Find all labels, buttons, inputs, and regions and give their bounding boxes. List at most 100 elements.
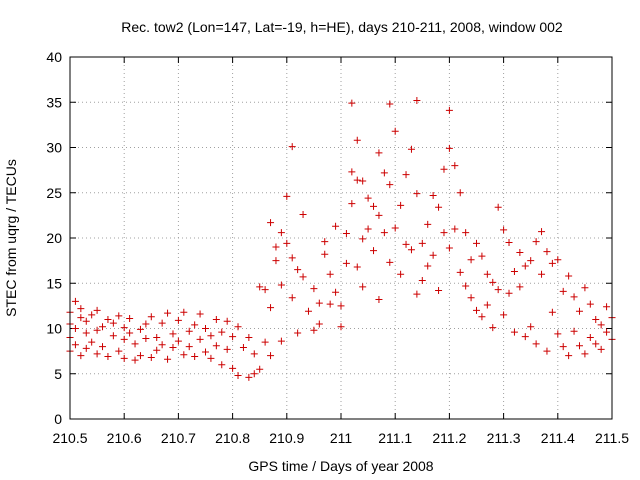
data-point [267,352,275,360]
data-point [391,127,399,135]
data-point [174,337,182,345]
x-axis-label: GPS time / Days of year 2008 [248,458,433,474]
data-point [462,229,470,237]
y-tick-label: 25 [46,185,62,201]
data-point [337,302,345,310]
data-point [370,202,378,210]
data-point [348,99,356,107]
x-tick-label: 210.7 [161,430,196,446]
data-point [565,352,573,360]
data-point [315,299,323,307]
data-point [239,344,247,352]
data-point [164,355,172,363]
data-point [516,248,524,256]
data-point [185,343,193,351]
data-point [370,247,378,255]
data-point [407,145,415,153]
data-point [532,238,540,246]
data-point [82,317,90,325]
data-point [310,285,318,293]
data-point [418,277,426,285]
data-point [554,330,562,338]
data-point [196,310,204,318]
x-tick-label: 211.1 [378,430,412,446]
data-point [142,334,150,342]
data-point [505,289,513,297]
data-point [456,268,464,276]
data-point [294,329,302,337]
data-point [71,341,79,349]
data-point [245,334,253,342]
data-point [435,286,443,294]
data-point [277,337,285,345]
data-point [418,239,426,247]
data-point [516,283,524,291]
data-point [315,320,323,328]
points-layer [66,96,616,381]
data-point [494,203,502,211]
data-point [191,353,199,361]
data-point [147,353,155,361]
data-point [575,307,583,315]
data-point [261,286,269,294]
data-point [532,340,540,348]
data-point [180,308,188,316]
data-point [592,315,600,323]
data-point [120,324,128,332]
data-point [115,312,123,320]
data-point [543,248,551,256]
y-axis-label: STEC from uqrg / TECUs [3,159,19,317]
data-point [104,353,112,361]
plot-frame [69,56,613,420]
data-point [440,165,448,173]
data-point [304,307,312,315]
data-point [386,181,394,189]
x-tick-label: 211.5 [595,430,629,446]
data-point [402,240,410,248]
data-point [402,171,410,179]
data-point [115,347,123,355]
data-point [435,203,443,211]
data-point [202,348,209,356]
data-point [527,323,535,331]
data-point [478,252,486,260]
data-point [218,328,226,336]
data-point [548,259,556,267]
data-point [234,323,242,331]
x-tick-label: 210.6 [107,430,142,446]
data-point [353,263,361,271]
data-point [397,270,405,278]
data-point [326,300,334,308]
data-point [554,256,562,264]
data-point [131,340,139,348]
data-point [603,303,611,311]
y-tick-label: 40 [46,49,62,65]
data-point [483,301,491,309]
data-point [288,294,296,302]
data-point [158,341,166,349]
data-point [538,228,546,236]
data-point [126,329,134,337]
data-point [559,287,567,295]
x-tick-label: 211 [330,430,353,446]
data-point [597,321,605,329]
x-tick-label: 210.5 [52,430,87,446]
data-point [538,270,546,278]
data-point [380,169,388,177]
data-point [456,189,464,197]
data-point [104,315,112,323]
y-tick-label: 35 [46,94,62,110]
data-point [473,239,480,247]
data-point [500,226,508,234]
data-point [207,354,215,362]
data-point [505,239,513,247]
data-point [451,162,459,170]
data-point [521,262,529,270]
data-point [256,365,264,373]
data-point [364,194,372,202]
data-point [375,296,383,304]
data-point [223,317,231,325]
data-point [489,278,497,286]
data-point [386,100,394,108]
data-point [174,316,182,324]
